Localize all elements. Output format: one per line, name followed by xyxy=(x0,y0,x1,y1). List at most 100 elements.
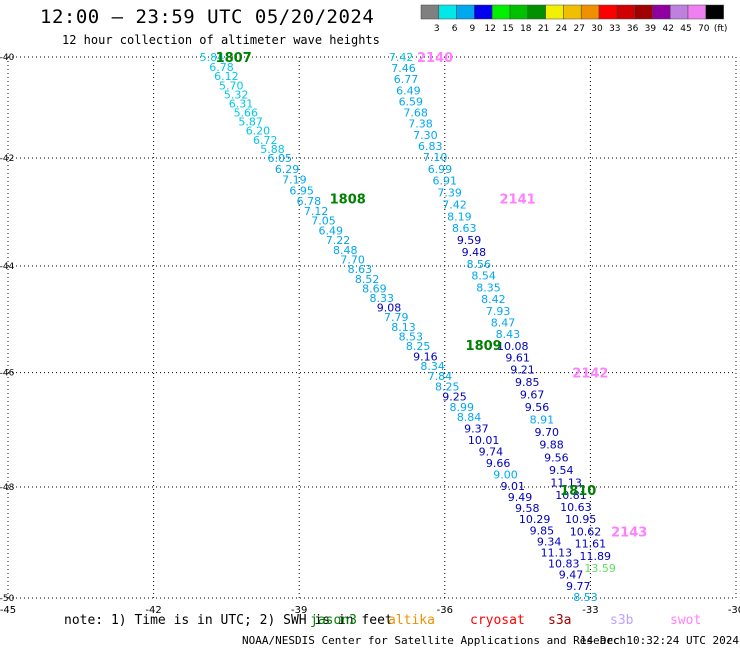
footer-timestamp: 14 Dec 10:32:24 UTC 2024 xyxy=(580,634,739,647)
swh-value-label: 9.85 xyxy=(515,376,540,389)
footer-note: note: 1) Time is in UTC; 2) SWH is in fe… xyxy=(64,613,393,628)
swh-value-label: 7.42 xyxy=(389,51,414,64)
swh-value-label: 9.37 xyxy=(464,423,489,436)
swh-value-label: 8.54 xyxy=(471,270,496,283)
swh-value-label: 6.72 xyxy=(253,134,278,147)
swh-value-label: 10.29 xyxy=(519,513,551,526)
swh-value-label: 6.77 xyxy=(394,73,419,86)
swh-value-label: 7.39 xyxy=(437,187,462,200)
satellite-label-jason3: jason3 xyxy=(310,613,357,628)
swh-value-label: 9.58 xyxy=(515,502,540,515)
swh-value-label: 8.53 xyxy=(573,591,598,604)
swh-value-label: 8.19 xyxy=(447,210,472,223)
colorbar-tick-label: 39 xyxy=(645,24,657,34)
y-tick-label: -46 xyxy=(0,369,15,379)
swh-value-label: 6.49 xyxy=(318,224,343,237)
swh-value-label: 9.34 xyxy=(537,535,562,548)
swh-value-label: 9.66 xyxy=(486,457,511,470)
swh-value-label: 8.43 xyxy=(496,328,521,341)
swh-value-label: 6.49 xyxy=(396,84,421,97)
swh-value-label: 9.56 xyxy=(544,451,569,464)
swh-value-label: 8.84 xyxy=(457,411,482,424)
swh-value-label: 10.08 xyxy=(497,340,529,353)
swh-value-label: 7.05 xyxy=(311,215,336,228)
swh-value-label: 9.16 xyxy=(413,351,438,364)
swh-value-label: 7.12 xyxy=(304,205,329,218)
swh-value-label: 10.81 xyxy=(555,489,587,502)
y-tick-label: -48 xyxy=(0,483,15,493)
pass-number-label: 1810 xyxy=(560,484,596,499)
swh-value-label: 13.59 xyxy=(584,562,616,575)
swh-value-label: 8.35 xyxy=(476,281,501,294)
swh-value-label: 6.95 xyxy=(289,184,314,197)
swh-value-label: 6.99 xyxy=(428,163,453,176)
swh-value-label: 9.85 xyxy=(530,524,555,537)
swh-value-label: 7.84 xyxy=(428,370,453,383)
x-tick-label: -39 xyxy=(291,605,307,616)
colorbar-tick-label: 42 xyxy=(662,24,673,34)
swh-value-label: 9.47 xyxy=(559,569,584,582)
y-tick-label: -44 xyxy=(0,262,15,272)
colorbar-tick-label: 21 xyxy=(538,24,549,34)
satellite-label-s3a: s3a xyxy=(548,613,572,628)
swh-value-label: 7.38 xyxy=(408,118,433,131)
swh-value-label: 8.34 xyxy=(420,360,445,373)
pass-number-label: 1808 xyxy=(330,192,366,207)
swh-value-label: 8.91 xyxy=(530,414,555,427)
swh-value-label: 9.54 xyxy=(549,464,574,477)
colorbar-tick-label: 24 xyxy=(556,24,568,34)
colorbar-tick-label: 9 xyxy=(470,24,476,34)
swh-value-label: 7.46 xyxy=(391,62,416,75)
swh-value-label: 8.69 xyxy=(362,282,387,295)
swh-value-label: 6.20 xyxy=(246,125,271,138)
colorbar-tick-label: 70 xyxy=(698,24,710,34)
swh-value-label: 8.47 xyxy=(491,317,516,330)
swh-value-label: 7.30 xyxy=(413,129,438,142)
swh-value-label: 6.29 xyxy=(275,163,300,176)
swh-value-label: 9.49 xyxy=(508,491,533,504)
swh-value-label: 9.74 xyxy=(479,446,504,459)
swh-value-label: 10.62 xyxy=(570,525,602,538)
swh-value-label: 6.59 xyxy=(399,95,424,108)
swh-value-label: 7.42 xyxy=(442,198,467,211)
footer-credit: NOAA/NESDIS Center for Satellite Applica… xyxy=(242,634,627,647)
swh-value-label: 7.93 xyxy=(486,305,511,318)
swh-value-label: 5.66 xyxy=(234,107,259,120)
swh-value-label: 9.25 xyxy=(442,391,467,404)
x-tick-label: -42 xyxy=(145,605,161,616)
swh-value-label: 6.12 xyxy=(214,70,239,83)
swh-value-label: 8.99 xyxy=(450,401,475,414)
satellite-label-altika: altika xyxy=(388,613,435,628)
colorbar-tick-label: 12 xyxy=(484,24,495,34)
pass-number-label: 2142 xyxy=(572,367,608,382)
colorbar-tick-label: 33 xyxy=(609,24,620,34)
swh-value-label: 6.05 xyxy=(268,152,293,165)
swh-value-label: 9.48 xyxy=(462,246,487,259)
swh-value-label: 8.56 xyxy=(467,258,492,271)
swh-value-label: 8.63 xyxy=(348,263,373,276)
colorbar-tick-label: 27 xyxy=(573,24,584,34)
swh-value-label: 8.63 xyxy=(452,222,477,235)
swh-value-label: 7.68 xyxy=(403,107,428,120)
swh-value-label: 9.67 xyxy=(520,388,545,401)
x-tick-label: -30 xyxy=(728,605,740,616)
swh-value-label: 6.31 xyxy=(229,97,254,110)
colorbar-tick-label: 6 xyxy=(452,24,458,34)
pass-number-label: 1807 xyxy=(216,51,252,66)
swh-value-label: 5.84 xyxy=(200,51,225,64)
swh-value-label: 8.48 xyxy=(333,244,358,257)
swh-value-label: 9.88 xyxy=(539,439,564,452)
colorbar-tick-label: 15 xyxy=(502,24,513,34)
swh-value-label: 8.25 xyxy=(435,380,460,393)
swh-value-label: 11.61 xyxy=(575,538,607,551)
swh-value-label: 7.70 xyxy=(340,254,365,267)
swh-value-label: 9.70 xyxy=(534,426,559,439)
swh-value-label: 5.87 xyxy=(238,116,263,129)
swh-value-label: 10.83 xyxy=(548,558,580,571)
swh-value-label: 9.21 xyxy=(510,363,535,376)
swh-value-label: 7.10 xyxy=(423,151,448,164)
pass-number-label: 2143 xyxy=(611,525,647,540)
swh-value-label: 9.00 xyxy=(493,468,518,481)
swh-value-label: 8.52 xyxy=(355,273,380,286)
